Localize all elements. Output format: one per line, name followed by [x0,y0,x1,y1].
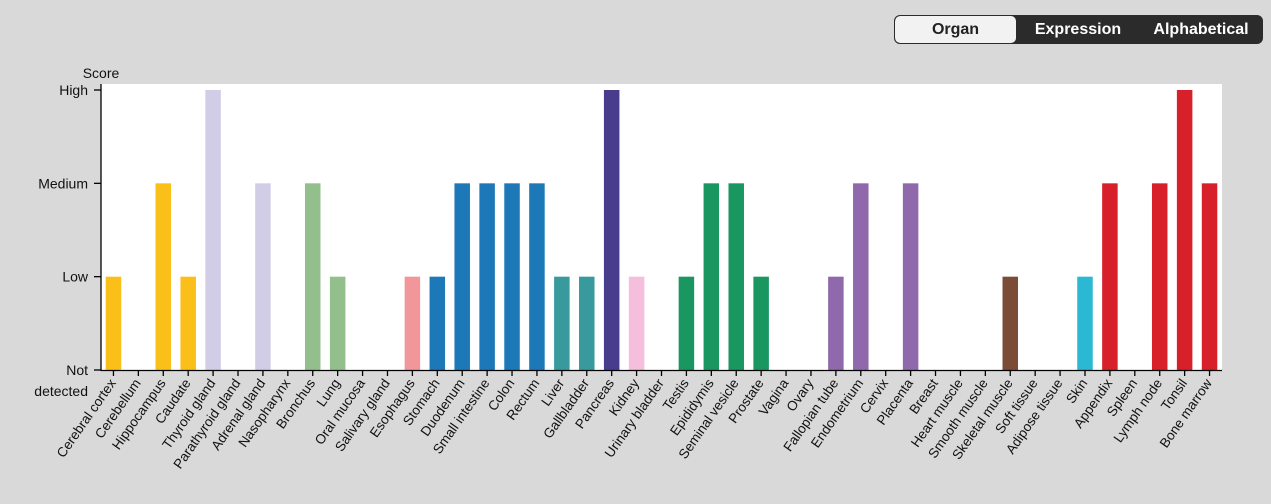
bar-tonsil[interactable] [1176,90,1193,370]
bar-small-intestine[interactable] [479,183,495,370]
bar-kidney[interactable] [628,276,645,370]
bar-epididymis[interactable] [703,183,720,370]
sort-alphabetical-button[interactable]: Alphabetical [1153,20,1249,38]
bar-duodenum[interactable] [454,183,470,370]
bar-endometrium[interactable] [853,183,869,370]
plot-area [101,84,1222,370]
bar-bronchus[interactable] [304,183,321,370]
bar-bone-marrow[interactable] [1201,183,1218,370]
bar-lymph-node[interactable] [1151,183,1168,370]
bar-fallopian-tube[interactable] [828,276,844,370]
bar-skeletal-muscle[interactable] [1002,276,1019,370]
y-tick-label: Medium [38,175,88,191]
bar-pancreas[interactable] [603,90,620,370]
bar-caudate[interactable] [180,276,196,370]
bar-hippocampus[interactable] [155,183,172,370]
bar-rectum[interactable] [529,183,545,370]
bar-appendix[interactable] [1102,183,1118,370]
y-tick-label: Low [62,269,89,285]
bar-adrenal-gland[interactable] [255,183,271,370]
sort-expression-button[interactable]: Expression [1034,20,1122,38]
bar-gallbladder[interactable] [579,276,595,370]
bar-stomach[interactable] [429,276,446,370]
view-toggle: Organ Expression Alphabetical [894,15,1263,44]
bar-skin[interactable] [1077,276,1093,370]
y-tick-label: Not detected [34,362,88,399]
bar-liver[interactable] [554,276,570,370]
bar-lung[interactable] [329,276,346,370]
bar-seminal-vesicle[interactable] [728,183,744,370]
bar-thyroid-gland[interactable] [205,90,221,370]
bar-testis[interactable] [678,276,695,370]
bar-prostate[interactable] [753,276,769,370]
bar-esophagus[interactable] [404,276,421,370]
bar-placenta[interactable] [902,183,919,370]
sort-organ-button[interactable]: Organ [895,16,1016,43]
y-axis-title: Score [83,65,120,81]
bar-colon[interactable] [504,183,520,370]
bar-cerebral-cortex[interactable] [105,276,122,370]
y-tick-label: High [59,82,88,98]
